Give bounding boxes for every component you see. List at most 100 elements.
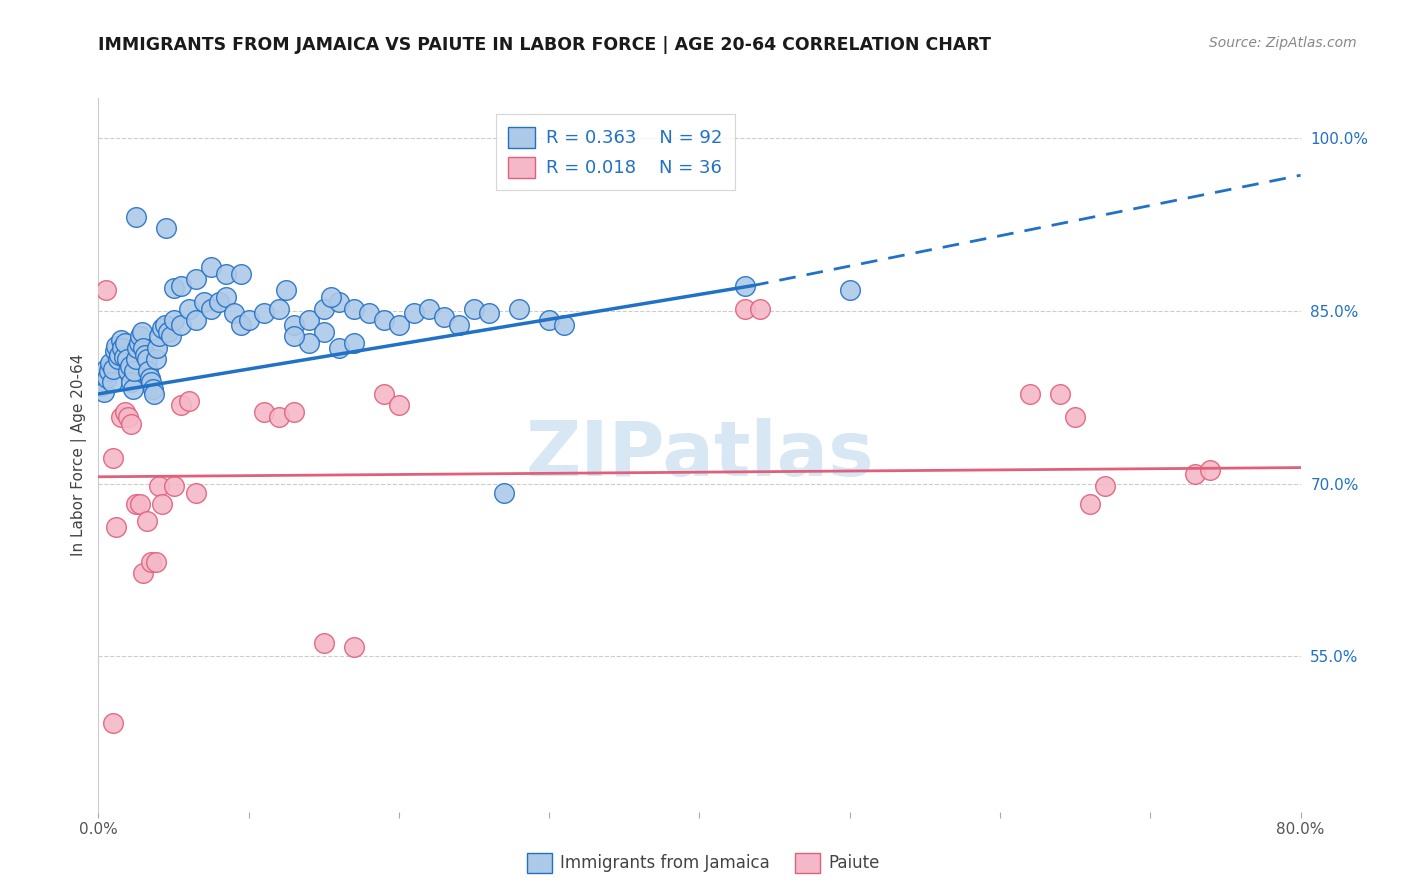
Point xyxy=(1049,387,1071,401)
Point xyxy=(184,272,207,286)
Point xyxy=(115,352,138,367)
Point xyxy=(298,336,321,351)
Point xyxy=(208,294,231,309)
Point xyxy=(148,329,170,343)
Point xyxy=(1199,463,1222,477)
Point xyxy=(328,294,350,309)
Point xyxy=(253,405,276,419)
Point xyxy=(538,313,561,327)
Point xyxy=(125,210,148,224)
Point xyxy=(463,301,485,316)
Point xyxy=(117,364,139,378)
Point xyxy=(312,325,335,339)
Point xyxy=(838,283,860,297)
Point xyxy=(193,294,215,309)
Point xyxy=(238,313,260,327)
Point xyxy=(267,301,290,316)
Point xyxy=(184,486,207,500)
Point xyxy=(1064,409,1087,424)
Point xyxy=(276,283,298,297)
Point xyxy=(1078,497,1101,511)
Text: Source: ZipAtlas.com: Source: ZipAtlas.com xyxy=(1209,36,1357,50)
Legend: R = 0.363    N = 92, R = 0.018    N = 36: R = 0.363 N = 92, R = 0.018 N = 36 xyxy=(495,114,735,190)
Point xyxy=(103,361,125,376)
Point xyxy=(90,379,112,393)
Point xyxy=(103,716,125,731)
Point xyxy=(184,313,207,327)
Point xyxy=(131,325,153,339)
Point xyxy=(283,329,305,343)
Point xyxy=(267,409,290,424)
Point xyxy=(145,352,167,367)
Point xyxy=(1019,387,1042,401)
Legend: Immigrants from Jamaica, Paiute: Immigrants from Jamaica, Paiute xyxy=(520,847,886,880)
Text: ZIPatlas: ZIPatlas xyxy=(526,418,873,491)
Point xyxy=(253,306,276,320)
Point xyxy=(343,301,366,316)
Point xyxy=(373,313,395,327)
Point xyxy=(343,640,366,654)
Point xyxy=(129,497,152,511)
Point xyxy=(748,301,770,316)
Point xyxy=(508,301,530,316)
Point xyxy=(139,376,162,390)
Point xyxy=(135,514,157,528)
Point xyxy=(128,336,150,351)
Point xyxy=(139,555,162,569)
Point xyxy=(155,221,177,235)
Point xyxy=(121,417,143,431)
Point xyxy=(108,348,131,362)
Point xyxy=(114,405,136,419)
Point xyxy=(104,344,127,359)
Point xyxy=(162,479,184,493)
Point xyxy=(138,371,160,385)
Point xyxy=(93,384,115,399)
Point xyxy=(146,341,169,355)
Point xyxy=(135,352,157,367)
Point xyxy=(312,301,335,316)
Point xyxy=(118,359,141,374)
Point xyxy=(110,333,132,347)
Point xyxy=(94,283,117,297)
Point xyxy=(1094,479,1116,493)
Point xyxy=(162,281,184,295)
Point xyxy=(121,376,143,390)
Point xyxy=(283,405,305,419)
Point xyxy=(402,306,425,320)
Point xyxy=(150,321,173,335)
Point xyxy=(170,318,193,332)
Point xyxy=(117,409,139,424)
Point xyxy=(148,479,170,493)
Point xyxy=(177,393,200,408)
Point xyxy=(97,364,120,378)
Point xyxy=(132,566,155,581)
Point xyxy=(134,348,156,362)
Point xyxy=(94,361,117,376)
Point xyxy=(153,318,176,332)
Point xyxy=(231,318,253,332)
Point xyxy=(388,399,411,413)
Point xyxy=(91,368,114,382)
Point xyxy=(177,301,200,316)
Point xyxy=(125,497,148,511)
Point xyxy=(141,382,163,396)
Point xyxy=(127,341,149,355)
Point xyxy=(111,341,134,355)
Point xyxy=(447,318,470,332)
Y-axis label: In Labor Force | Age 20-64: In Labor Force | Age 20-64 xyxy=(72,354,87,556)
Point xyxy=(298,313,321,327)
Point xyxy=(136,364,159,378)
Point xyxy=(96,371,118,385)
Point xyxy=(145,555,167,569)
Text: IMMIGRANTS FROM JAMAICA VS PAIUTE IN LABOR FORCE | AGE 20-64 CORRELATION CHART: IMMIGRANTS FROM JAMAICA VS PAIUTE IN LAB… xyxy=(98,36,991,54)
Point xyxy=(89,373,111,387)
Point xyxy=(103,451,125,466)
Point xyxy=(283,318,305,332)
Point xyxy=(170,399,193,413)
Point xyxy=(105,520,128,534)
Point xyxy=(418,301,440,316)
Point xyxy=(150,497,173,511)
Point xyxy=(124,364,146,378)
Point xyxy=(200,301,222,316)
Point xyxy=(129,329,152,343)
